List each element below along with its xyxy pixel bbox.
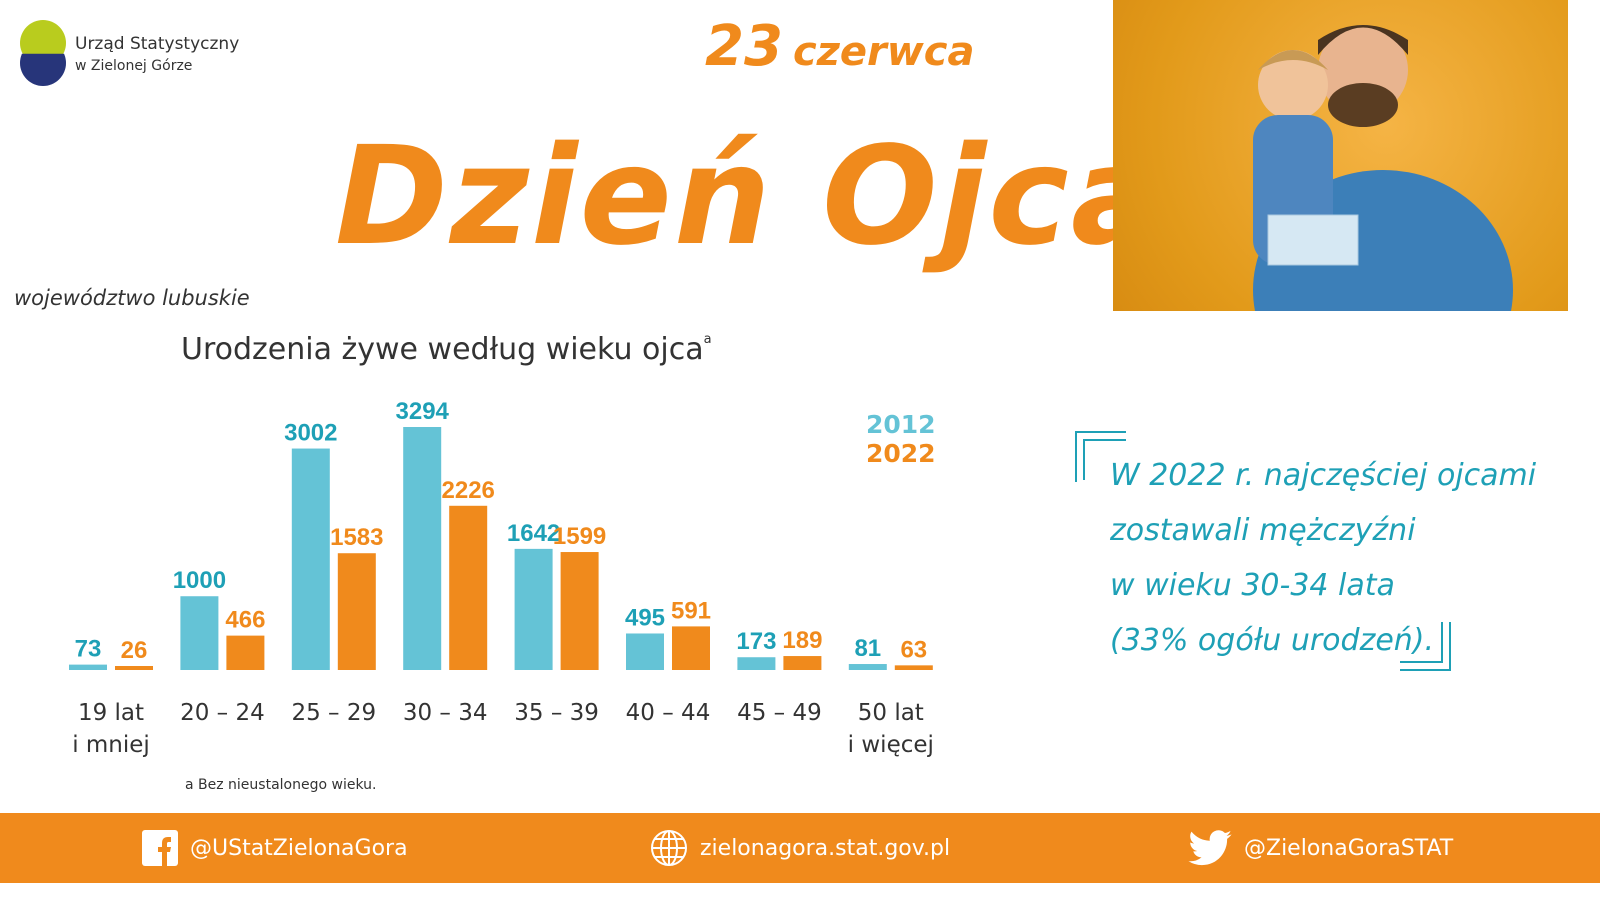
data-label-2022: 63 <box>900 636 927 663</box>
footer: @UStatZielonaGora zielonagora.stat.gov.p… <box>0 813 1600 883</box>
category-label: 40 – 44 <box>626 700 711 726</box>
legend-2012: 2012 <box>866 410 936 439</box>
bar-2022 <box>783 656 822 670</box>
bar-2012 <box>737 657 776 670</box>
date-day: 23 <box>705 14 783 79</box>
page-title: Dzień Ojca <box>335 118 1165 276</box>
twitter-icon <box>1188 830 1232 866</box>
father-son-photo <box>1113 0 1568 311</box>
date-month: czerwca <box>792 29 975 75</box>
facebook-handle: @UStatZielonaGora <box>190 835 408 861</box>
category-label: 25 – 29 <box>291 700 376 726</box>
data-label-2012: 3294 <box>396 398 450 425</box>
facebook-link[interactable]: @UStatZielonaGora <box>142 813 408 883</box>
bar-2012 <box>514 548 553 670</box>
bar-2012 <box>69 664 107 670</box>
date: 23 czerwca <box>705 14 974 79</box>
data-label-2012: 1000 <box>173 567 226 594</box>
chart-title-text: Urodzenia żywe według wieku ojca <box>181 332 704 367</box>
data-label-2012: 1642 <box>507 520 560 547</box>
bar-2022 <box>226 635 265 670</box>
category-label: 19 lat <box>78 700 144 726</box>
logo: Urząd Statystyczny w Zielonej Górze <box>20 20 260 90</box>
note-line: w wieku 30-34 lata <box>1110 568 1395 603</box>
region-label: województwo lubuskie <box>14 286 250 310</box>
category-label: 35 – 39 <box>514 700 599 726</box>
data-label-2012: 173 <box>736 628 776 655</box>
data-label-2022: 26 <box>121 637 148 664</box>
twitter-handle: @ZielonaGoraSTAT <box>1244 835 1454 861</box>
bar-2012 <box>403 427 442 670</box>
bar-2012 <box>180 596 219 670</box>
bar-2022 <box>672 626 710 670</box>
bar-2012 <box>848 664 887 670</box>
data-label-2022: 1599 <box>553 523 606 550</box>
website-link[interactable]: zielonagora.stat.gov.pl <box>650 813 950 883</box>
bar-2012 <box>291 448 330 670</box>
bar-2022 <box>115 666 153 670</box>
bar-2022 <box>337 553 376 670</box>
data-label-2022: 466 <box>225 607 265 634</box>
globe-icon <box>651 830 687 866</box>
website-url: zielonagora.stat.gov.pl <box>700 835 951 861</box>
bar-2022 <box>449 505 488 670</box>
category-label: 50 lat <box>858 700 924 726</box>
category-label: 45 – 49 <box>737 700 822 726</box>
bar-chart: 73 26 19 lat i mniej 1000 466 20 – 24 3002 1583 2… <box>69 398 934 758</box>
bar-2012 <box>626 633 664 670</box>
data-label-2012: 3002 <box>284 420 337 447</box>
quote-brackets <box>1075 431 1451 671</box>
category-label: i mniej <box>72 732 150 758</box>
note-line: (33% ogółu urodzeń). <box>1110 623 1435 658</box>
note-line: zostawali mężczyźni <box>1110 513 1416 548</box>
data-label-2022: 2226 <box>442 477 495 504</box>
data-label-2012: 81 <box>854 635 881 662</box>
bar-2022 <box>560 552 599 670</box>
data-label-2022: 1583 <box>330 524 383 551</box>
bar-2022 <box>894 665 933 670</box>
category-label: i więcej <box>848 732 934 758</box>
chart-title: Urodzenia żywe według wieku ojcaa <box>181 332 712 367</box>
legend-2022: 2022 <box>866 439 936 468</box>
data-label-2022: 591 <box>671 597 711 624</box>
logo-line1: Urząd Statystyczny <box>75 34 240 54</box>
facebook-icon <box>142 830 178 866</box>
data-label-2012: 73 <box>75 636 102 663</box>
category-label: 20 – 24 <box>180 700 265 726</box>
data-label-2022: 189 <box>782 627 822 654</box>
legend: 2012 2022 <box>866 410 936 468</box>
note-line: W 2022 r. najczęściej ojcami <box>1110 458 1537 493</box>
logo-line2: w Zielonej Górze <box>75 58 193 74</box>
summary-note: W 2022 r. najczęściej ojcami zostawali m… <box>1110 448 1536 668</box>
twitter-link[interactable]: @ZielonaGoraSTAT <box>1188 813 1453 883</box>
chart-footnote: a Bez nieustalonego wieku. <box>185 777 377 793</box>
data-label-2012: 495 <box>625 604 665 631</box>
chart-title-footnote-mark: a <box>703 332 712 347</box>
category-label: 30 – 34 <box>403 700 488 726</box>
